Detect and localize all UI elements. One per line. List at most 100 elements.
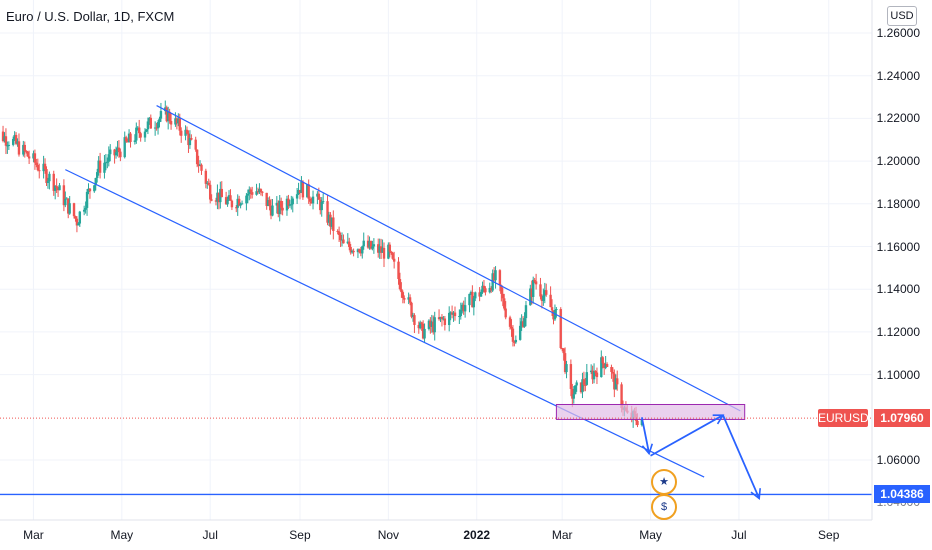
price-tick-label: 1.14000: [876, 282, 920, 297]
candle-body: [109, 149, 112, 155]
candle-body: [124, 137, 128, 142]
candle-body: [458, 316, 461, 318]
candle-body: [550, 307, 554, 311]
candle-body: [450, 312, 454, 315]
candle-body: [298, 189, 302, 193]
candle-body: [584, 384, 587, 386]
candle-body: [501, 293, 504, 299]
candle-body: [572, 394, 575, 399]
candle-body: [359, 252, 363, 254]
projection-arrow: [650, 414, 725, 457]
candle-body: [332, 217, 335, 231]
candle-body: [320, 202, 323, 211]
candle-body: [447, 312, 451, 326]
candle-body: [306, 184, 309, 198]
chart-title: Euro / U.S. Dollar, 1D, FXCM: [6, 9, 175, 24]
candle-body: [22, 144, 25, 155]
candle-body: [543, 290, 547, 296]
candle-body: [38, 170, 41, 172]
candle-body: [552, 310, 555, 320]
candle-body: [391, 253, 394, 259]
candle-body: [368, 241, 371, 248]
candle-body: [366, 240, 370, 248]
candle-body: [206, 182, 209, 184]
candle-body: [103, 162, 106, 173]
candle-body: [604, 364, 607, 368]
candle-body: [300, 181, 303, 193]
candle-body: [159, 111, 163, 119]
candle-body: [145, 129, 148, 132]
candle-body: [329, 214, 332, 227]
candle-body: [582, 379, 586, 385]
candle-body: [188, 138, 192, 146]
candle-body: [216, 192, 219, 202]
candle-body: [610, 366, 613, 372]
candle-body: [187, 133, 190, 146]
candle-body: [207, 182, 210, 185]
currency-button[interactable]: USD: [887, 6, 917, 26]
candle-body: [419, 322, 422, 329]
price-tick-label: 1.10000: [876, 367, 920, 382]
support-zone: [555, 403, 746, 420]
candle-body: [246, 193, 250, 196]
candle-body: [510, 326, 513, 329]
candle-body: [569, 364, 573, 389]
candle-body: [494, 270, 497, 281]
candle-body: [549, 294, 552, 308]
candle-body: [614, 378, 617, 390]
eu-flag-icon[interactable]: ★: [651, 469, 677, 495]
candle-body: [440, 316, 444, 320]
candle-body: [143, 131, 147, 138]
candle-body: [369, 241, 373, 249]
candle-body: [533, 279, 536, 282]
candle-body: [291, 198, 294, 205]
candle-body: [442, 318, 445, 320]
candle-body: [520, 321, 523, 326]
candle-body: [423, 328, 426, 339]
candle-body: [381, 247, 384, 253]
candle-body: [398, 279, 402, 290]
candle-body: [410, 302, 413, 317]
candle-body: [229, 195, 232, 201]
candle-body: [401, 292, 405, 298]
candle-body: [271, 205, 274, 216]
candle-body: [372, 244, 376, 247]
candle-body: [449, 312, 452, 314]
time-tick-label: May: [110, 528, 134, 542]
candle-body: [146, 121, 150, 130]
candle-body: [7, 144, 11, 146]
candle-body: [340, 239, 344, 241]
candle-body: [439, 316, 442, 320]
candle-body: [565, 364, 568, 373]
candle-body: [52, 173, 55, 191]
candle-body: [605, 364, 609, 367]
candle-body: [571, 388, 574, 399]
candle-body: [285, 198, 289, 211]
candle-body: [575, 382, 578, 386]
candle-body: [127, 133, 131, 143]
candle-body: [361, 246, 364, 254]
candle-body: [84, 207, 87, 210]
candle-body: [87, 188, 90, 192]
candle-body: [290, 204, 293, 206]
candle-body: [574, 385, 577, 395]
candle-body: [78, 211, 82, 224]
candle-body: [472, 298, 476, 308]
candle-body: [42, 163, 45, 172]
candle-body: [417, 324, 420, 329]
candle-body: [169, 121, 173, 125]
candle-body: [48, 173, 51, 182]
us-flag-icon[interactable]: $: [651, 494, 677, 520]
candle-body: [601, 357, 604, 364]
candle-body: [362, 240, 365, 247]
candle-body: [377, 244, 380, 253]
candle-body: [403, 297, 406, 300]
candle-body: [164, 107, 167, 112]
candle-body: [479, 291, 483, 297]
price-tick-label: 1.22000: [876, 111, 920, 126]
candle-body: [484, 288, 487, 293]
candle-body: [468, 293, 471, 306]
candle-body: [138, 127, 141, 134]
candle-body: [463, 305, 467, 312]
